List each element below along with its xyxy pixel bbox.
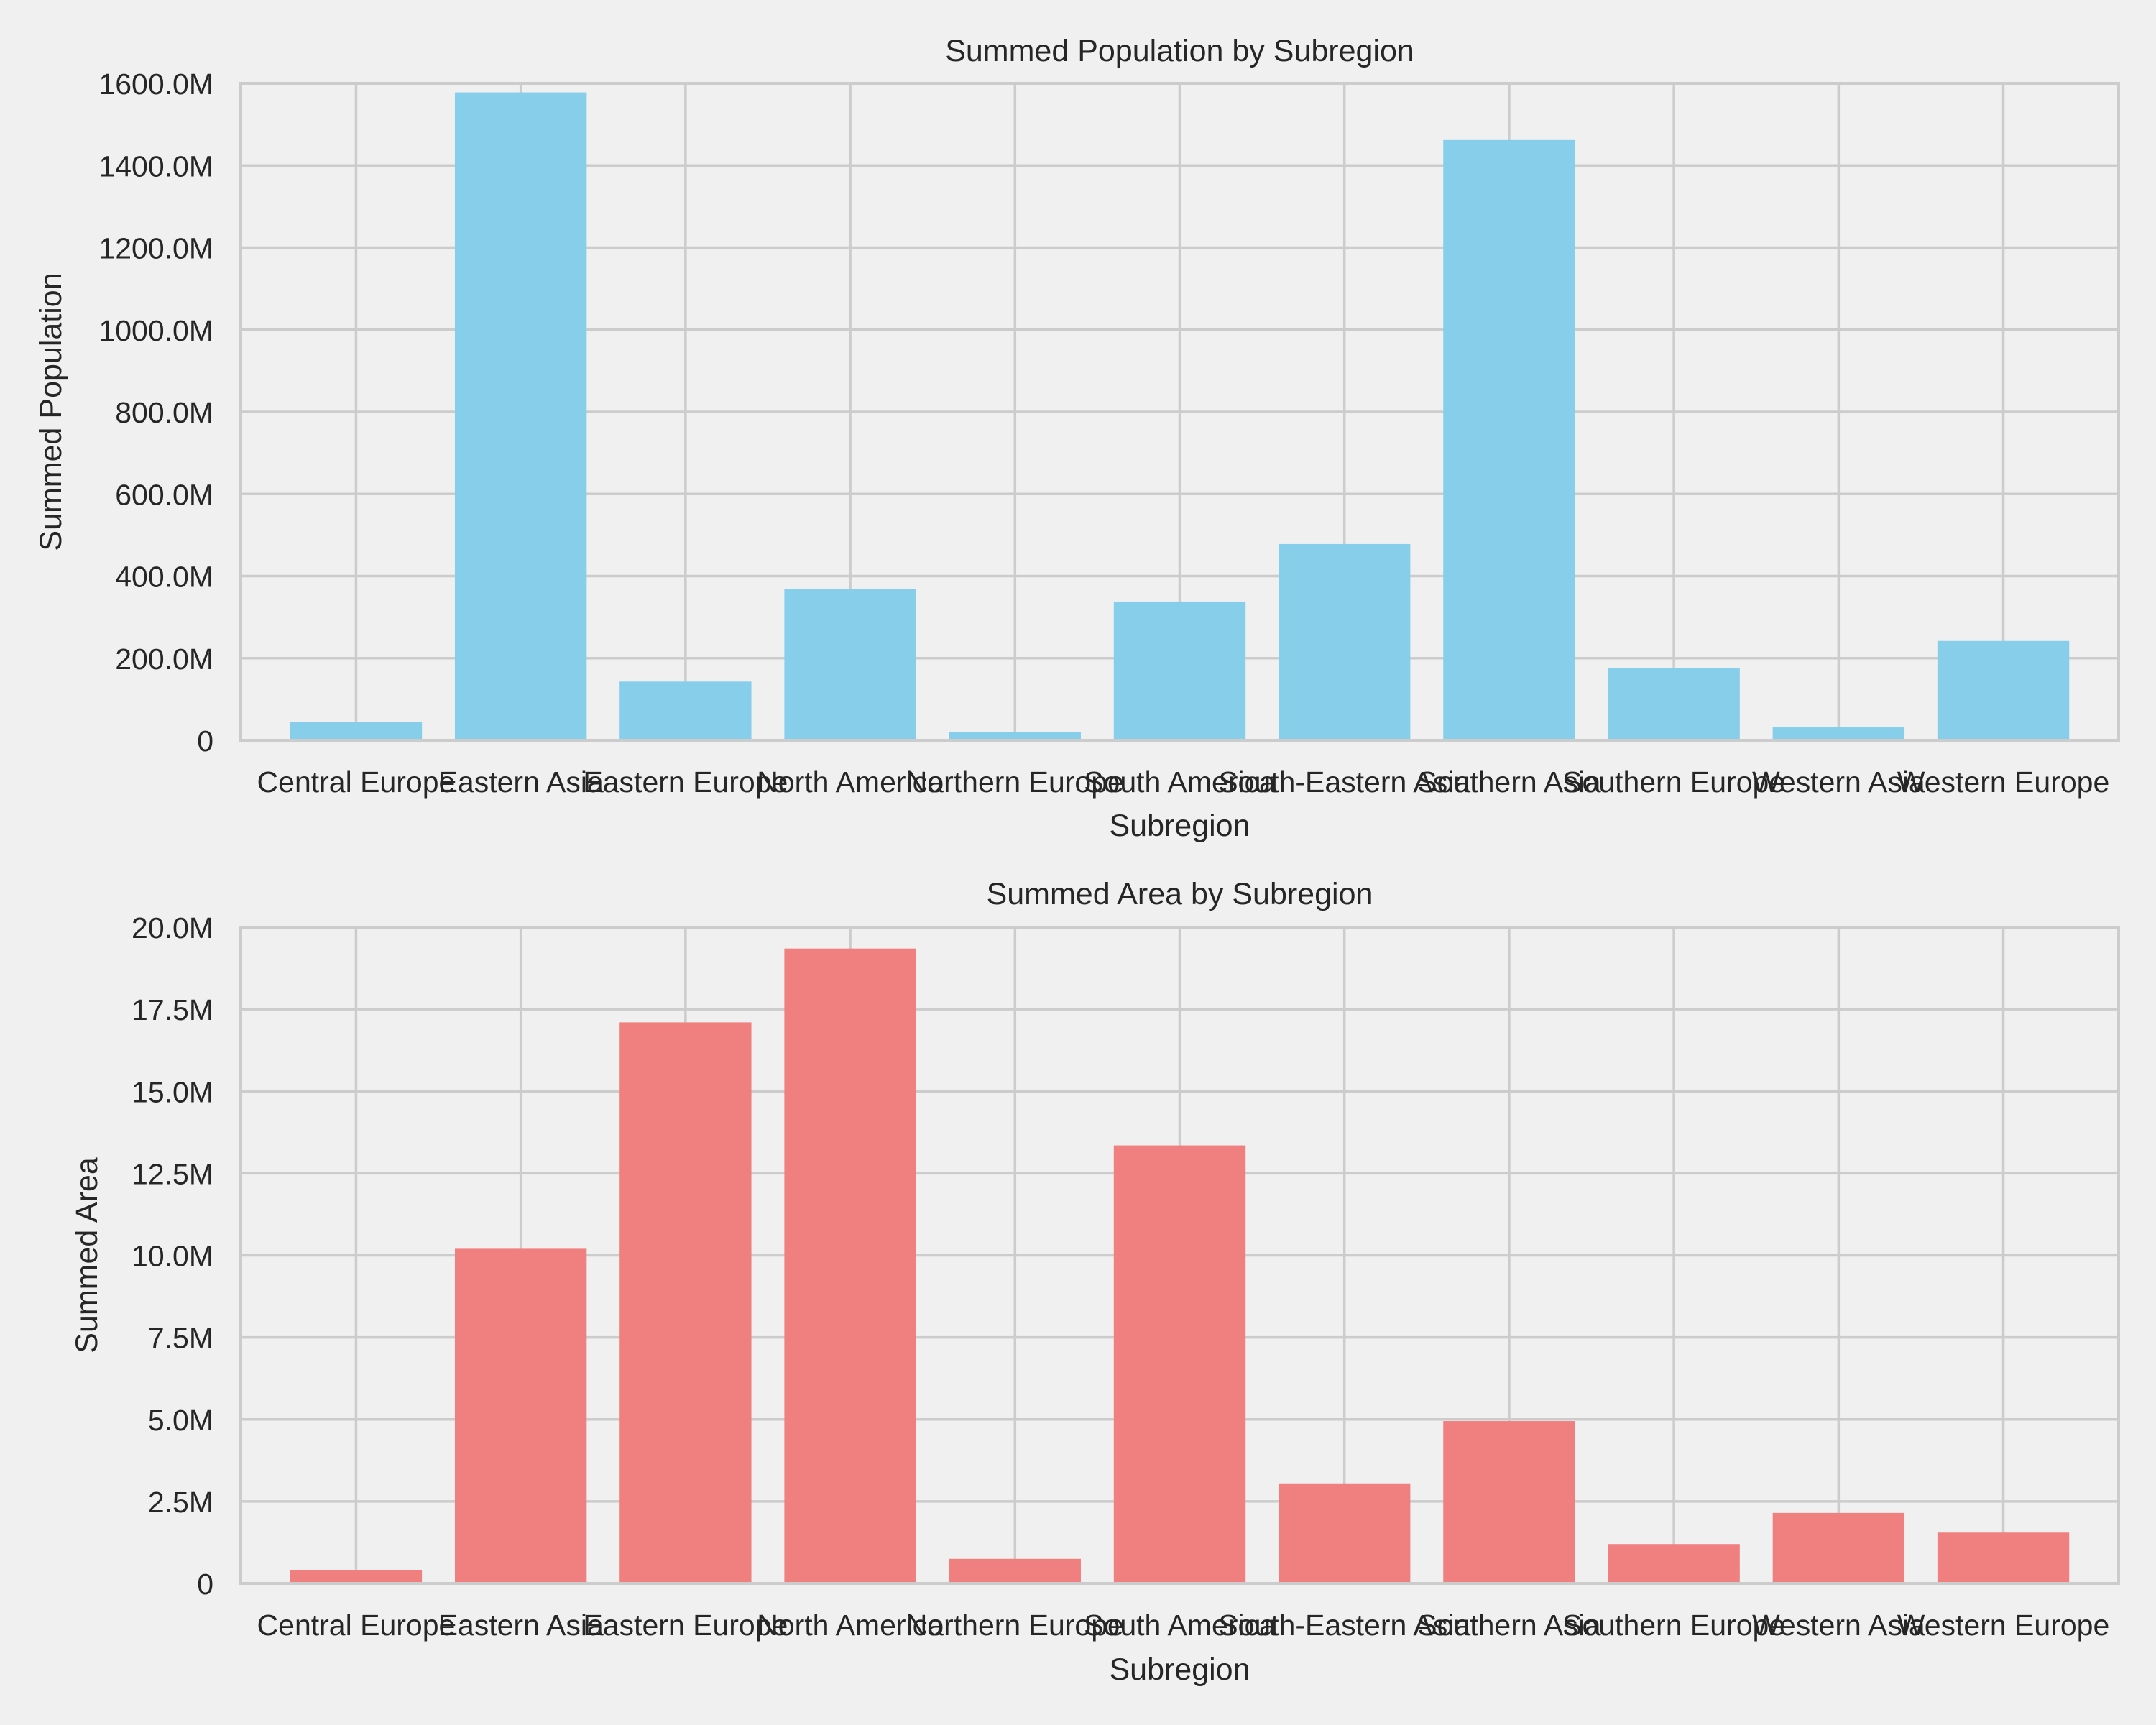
population-bar — [619, 681, 752, 740]
population-bar — [1113, 601, 1246, 740]
population-x-tick-label: Northern Europe — [906, 765, 1124, 799]
population-x-tick-label: Eastern Asia — [438, 765, 604, 799]
area-x-tick-label: Northern Europe — [906, 1609, 1124, 1642]
area-y-tick-label: 7.5M — [148, 1322, 213, 1355]
population-bar — [1443, 139, 1575, 740]
population-bar — [1772, 727, 1905, 740]
area-y-tick-label: 5.0M — [148, 1404, 213, 1437]
area-x-tick-label: Eastern Europe — [583, 1609, 788, 1642]
population-bar — [454, 92, 587, 740]
population-y-tick-label: 200.0M — [115, 643, 213, 676]
population-y-tick-label: 600.0M — [115, 478, 213, 511]
area-x-tick-label: Southern Europe — [1562, 1609, 1785, 1642]
population-y-tick-label: 0 — [197, 724, 213, 758]
area-bar — [1113, 1145, 1246, 1583]
area-bar — [619, 1022, 752, 1583]
area-x-tick-label: South-Eastern Asia — [1218, 1609, 1470, 1642]
area-bar — [784, 948, 916, 1583]
area-bar — [290, 1570, 423, 1583]
area-y-tick-label: 15.0M — [132, 1075, 213, 1108]
population-x-tick-label: South-Eastern Asia — [1218, 765, 1470, 799]
population-bar — [784, 589, 916, 740]
population-bar — [1608, 668, 1740, 740]
population-x-tick-label: South America — [1084, 765, 1276, 799]
population-x-axis-label: Subregion — [1109, 809, 1250, 843]
area-plot-frame — [239, 926, 2120, 1585]
area-y-tick-label: 17.5M — [132, 993, 213, 1026]
area-bar — [1443, 1421, 1575, 1583]
population-y-axis-label: Summed Population — [34, 272, 68, 551]
population-y-tick-label: 400.0M — [115, 561, 213, 594]
area-x-tick-label: North America — [757, 1609, 944, 1642]
area-chart-title: Summed Area by Subregion — [987, 877, 1373, 911]
area-bar — [454, 1248, 587, 1583]
population-chart: 0 200.0M 400.0M 600.0M 800.0M 1000.0M 1200.0M 1… — [34, 34, 2120, 843]
area-bar — [1937, 1532, 2070, 1583]
population-x-tick-label: Western Asia — [1752, 765, 1925, 799]
area-bar — [1279, 1483, 1411, 1583]
area-x-tick-label: South America — [1084, 1609, 1276, 1642]
population-x-tick-label: North America — [757, 765, 944, 799]
area-y-tick-label: 0 — [197, 1568, 213, 1601]
area-y-tick-label: 12.5M — [132, 1157, 213, 1190]
population-y-tick-label: 1400.0M — [98, 150, 213, 183]
area-x-axis-label: Subregion — [1109, 1652, 1250, 1687]
population-y-tick-label: 800.0M — [115, 396, 213, 429]
area-y-tick-label: 2.5M — [148, 1486, 213, 1519]
area-y-tick-label: 20.0M — [132, 911, 213, 944]
population-y-tick-label: 1000.0M — [98, 314, 213, 347]
population-plot-frame — [239, 82, 2120, 742]
area-x-tick-label: Western Asia — [1752, 1609, 1925, 1642]
population-x-tick-label: Eastern Europe — [583, 765, 788, 799]
area-y-ticks: 0 2.5M 5.0M 7.5M 10.0M 12.5M 15.0M 17.5M 20.0M — [132, 911, 213, 1601]
area-bars — [290, 948, 2070, 1583]
population-x-tick-label: Western Europe — [1897, 765, 2110, 799]
area-chart: 0 2.5M 5.0M 7.5M 10.0M 12.5M 15.0M 17.5M 20.0M C… — [70, 877, 2120, 1687]
population-bar — [1279, 543, 1411, 740]
area-y-axis-label: Summed Area — [70, 1157, 104, 1353]
population-bar — [290, 722, 423, 740]
population-y-tick-label: 1200.0M — [98, 232, 213, 265]
population-x-tick-label: Southern Europe — [1562, 765, 1785, 799]
population-x-tick-label: Southern Asia — [1417, 765, 1600, 799]
area-x-tick-label: Southern Asia — [1417, 1609, 1600, 1642]
area-y-tick-label: 10.0M — [132, 1240, 213, 1273]
area-bar — [1772, 1512, 1905, 1583]
area-bar — [949, 1558, 1081, 1583]
area-x-tick-label: Eastern Asia — [438, 1609, 604, 1642]
area-x-tick-label: Western Europe — [1897, 1609, 2110, 1642]
population-x-tick-label: Central Europe — [257, 765, 456, 799]
population-bar — [1937, 640, 2070, 740]
population-chart-title: Summed Population by Subregion — [945, 34, 1414, 68]
population-bars — [290, 92, 2070, 740]
population-bar — [949, 732, 1081, 740]
area-bar — [1608, 1544, 1740, 1583]
population-y-ticks: 0 200.0M 400.0M 600.0M 800.0M 1000.0M 1200.0M 1… — [98, 68, 213, 758]
area-x-tick-label: Central Europe — [257, 1609, 456, 1642]
population-y-tick-label: 1600.0M — [98, 68, 213, 101]
